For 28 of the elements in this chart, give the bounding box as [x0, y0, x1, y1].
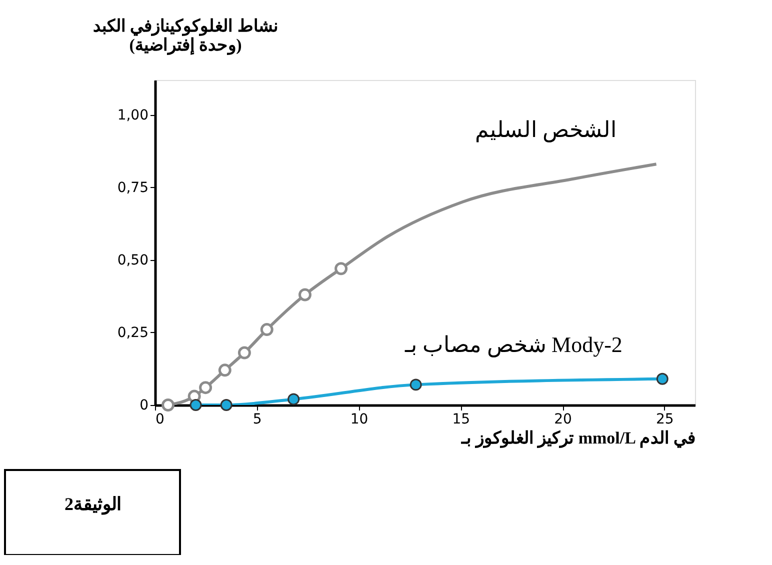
point	[288, 393, 300, 406]
series-label: شخص مصاب بـ Mody-2	[404, 332, 622, 358]
point	[334, 262, 348, 276]
text: الوثيقة2	[64, 494, 122, 515]
point	[190, 399, 202, 411]
x-axis-title: تركيز الغلوكوز بـ mmol/L في الدم	[460, 428, 696, 448]
x-tick-label: 10	[350, 412, 368, 428]
point	[220, 399, 232, 411]
x-tick-label: 0	[156, 412, 164, 428]
point	[298, 288, 312, 302]
y-tick-label: 0,75	[117, 180, 148, 196]
series-label: الشخص السليم	[474, 117, 616, 144]
point	[162, 398, 175, 412]
point	[238, 346, 251, 360]
y-tick-label: 0,25	[117, 324, 148, 341]
point	[199, 381, 212, 394]
y-tick-label: 0,50	[117, 252, 148, 268]
point	[410, 378, 422, 391]
y-tick-label: 1,00	[117, 107, 148, 124]
point	[656, 372, 668, 385]
x-tick-label: 5	[252, 412, 262, 428]
point	[260, 323, 274, 336]
y-axis-title: نشاط الغلوكوكينازفي الكبد (وحدة إفتراضية)	[92, 16, 278, 56]
y-tick-label: 0	[140, 398, 148, 414]
x-tick-label: 20	[554, 412, 572, 428]
point	[218, 364, 232, 377]
x-tick-label: 25	[656, 412, 674, 428]
x-tick-label: 15	[452, 412, 470, 428]
